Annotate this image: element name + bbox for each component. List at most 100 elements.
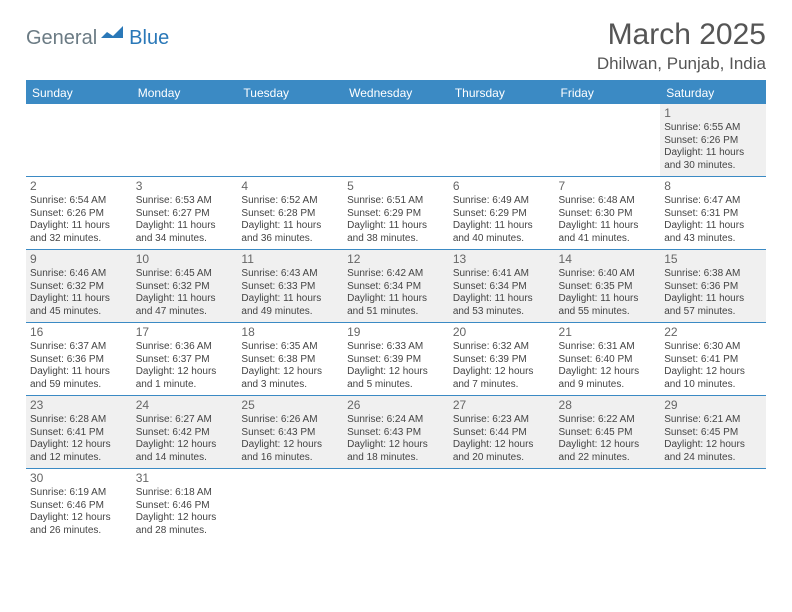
sunset-line: Sunset: 6:45 PM [559,427,657,440]
day-header: Wednesday [343,82,449,104]
calendar-cell: 5Sunrise: 6:51 AMSunset: 6:29 PMDaylight… [343,177,449,250]
sunrise-line: Sunrise: 6:32 AM [453,341,551,354]
sunrise-line: Sunrise: 6:27 AM [136,414,234,427]
calendar-cell: 18Sunrise: 6:35 AMSunset: 6:38 PMDayligh… [237,323,343,396]
day-number: 21 [559,325,657,340]
daylight-line: Daylight: 11 hours and 55 minutes. [559,293,657,318]
sunset-line: Sunset: 6:29 PM [453,208,551,221]
sunset-line: Sunset: 6:36 PM [30,354,128,367]
calendar-cell: 31Sunrise: 6:18 AMSunset: 6:46 PMDayligh… [132,469,238,542]
title-block: March 2025 Dhilwan, Punjab, India [597,18,766,74]
calendar-cell [449,469,555,542]
calendar-cell: 7Sunrise: 6:48 AMSunset: 6:30 PMDaylight… [555,177,661,250]
sunset-line: Sunset: 6:27 PM [136,208,234,221]
calendar-cell: 15Sunrise: 6:38 AMSunset: 6:36 PMDayligh… [660,250,766,323]
day-number: 9 [30,252,128,267]
daylight-line: Daylight: 12 hours and 12 minutes. [30,439,128,464]
calendar-week: 9Sunrise: 6:46 AMSunset: 6:32 PMDaylight… [26,250,766,323]
day-header-row: SundayMondayTuesdayWednesdayThursdayFrid… [26,82,766,104]
day-number: 1 [664,106,762,121]
sunset-line: Sunset: 6:45 PM [664,427,762,440]
calendar-cell: 21Sunrise: 6:31 AMSunset: 6:40 PMDayligh… [555,323,661,396]
daylight-line: Daylight: 11 hours and 57 minutes. [664,293,762,318]
calendar-cell [237,469,343,542]
day-header: Sunday [26,82,132,104]
sunrise-line: Sunrise: 6:23 AM [453,414,551,427]
calendar-week: 30Sunrise: 6:19 AMSunset: 6:46 PMDayligh… [26,469,766,542]
calendar-cell: 16Sunrise: 6:37 AMSunset: 6:36 PMDayligh… [26,323,132,396]
day-header: Friday [555,82,661,104]
sunrise-line: Sunrise: 6:22 AM [559,414,657,427]
calendar-cell [555,469,661,542]
day-number: 26 [347,398,445,413]
day-number: 30 [30,471,128,486]
sunset-line: Sunset: 6:29 PM [347,208,445,221]
calendar-cell: 20Sunrise: 6:32 AMSunset: 6:39 PMDayligh… [449,323,555,396]
daylight-line: Daylight: 11 hours and 51 minutes. [347,293,445,318]
sunrise-line: Sunrise: 6:49 AM [453,195,551,208]
day-number: 22 [664,325,762,340]
day-number: 20 [453,325,551,340]
sunrise-line: Sunrise: 6:26 AM [241,414,339,427]
sunrise-line: Sunrise: 6:51 AM [347,195,445,208]
sunrise-line: Sunrise: 6:37 AM [30,341,128,354]
daylight-line: Daylight: 12 hours and 1 minute. [136,366,234,391]
sunrise-line: Sunrise: 6:24 AM [347,414,445,427]
calendar-cell: 19Sunrise: 6:33 AMSunset: 6:39 PMDayligh… [343,323,449,396]
sunset-line: Sunset: 6:34 PM [453,281,551,294]
day-number: 17 [136,325,234,340]
day-number: 15 [664,252,762,267]
sunset-line: Sunset: 6:41 PM [664,354,762,367]
calendar-cell: 26Sunrise: 6:24 AMSunset: 6:43 PMDayligh… [343,396,449,469]
sunrise-line: Sunrise: 6:31 AM [559,341,657,354]
sunrise-line: Sunrise: 6:18 AM [136,487,234,500]
calendar-cell: 8Sunrise: 6:47 AMSunset: 6:31 PMDaylight… [660,177,766,250]
sunrise-line: Sunrise: 6:30 AM [664,341,762,354]
sunset-line: Sunset: 6:39 PM [347,354,445,367]
calendar-cell: 13Sunrise: 6:41 AMSunset: 6:34 PMDayligh… [449,250,555,323]
daylight-line: Daylight: 12 hours and 26 minutes. [30,512,128,537]
sunset-line: Sunset: 6:46 PM [30,500,128,513]
logo-text-blue: Blue [129,27,169,50]
daylight-line: Daylight: 11 hours and 47 minutes. [136,293,234,318]
sunrise-line: Sunrise: 6:53 AM [136,195,234,208]
calendar-cell: 3Sunrise: 6:53 AMSunset: 6:27 PMDaylight… [132,177,238,250]
header: General Blue March 2025 Dhilwan, Punjab,… [26,18,766,74]
sunrise-line: Sunrise: 6:38 AM [664,268,762,281]
sunset-line: Sunset: 6:32 PM [136,281,234,294]
day-number: 23 [30,398,128,413]
daylight-line: Daylight: 12 hours and 24 minutes. [664,439,762,464]
sunrise-line: Sunrise: 6:33 AM [347,341,445,354]
sunrise-line: Sunrise: 6:54 AM [30,195,128,208]
sunset-line: Sunset: 6:43 PM [347,427,445,440]
day-number: 19 [347,325,445,340]
calendar-cell: 11Sunrise: 6:43 AMSunset: 6:33 PMDayligh… [237,250,343,323]
calendar-cell: 17Sunrise: 6:36 AMSunset: 6:37 PMDayligh… [132,323,238,396]
calendar-cell: 4Sunrise: 6:52 AMSunset: 6:28 PMDaylight… [237,177,343,250]
daylight-line: Daylight: 11 hours and 34 minutes. [136,220,234,245]
calendar-cell: 2Sunrise: 6:54 AMSunset: 6:26 PMDaylight… [26,177,132,250]
sunrise-line: Sunrise: 6:19 AM [30,487,128,500]
day-number: 3 [136,179,234,194]
daylight-line: Daylight: 12 hours and 22 minutes. [559,439,657,464]
calendar-cell [660,469,766,542]
day-header: Thursday [449,82,555,104]
sunset-line: Sunset: 6:36 PM [664,281,762,294]
day-number: 18 [241,325,339,340]
calendar-cell: 10Sunrise: 6:45 AMSunset: 6:32 PMDayligh… [132,250,238,323]
calendar-cell [343,104,449,177]
flag-icon [101,24,127,45]
sunrise-line: Sunrise: 6:42 AM [347,268,445,281]
day-header: Monday [132,82,238,104]
sunset-line: Sunset: 6:30 PM [559,208,657,221]
sunset-line: Sunset: 6:32 PM [30,281,128,294]
sunset-line: Sunset: 6:28 PM [241,208,339,221]
day-number: 29 [664,398,762,413]
calendar-cell [555,104,661,177]
sunset-line: Sunset: 6:41 PM [30,427,128,440]
sunset-line: Sunset: 6:42 PM [136,427,234,440]
sunrise-line: Sunrise: 6:41 AM [453,268,551,281]
sunrise-line: Sunrise: 6:40 AM [559,268,657,281]
sunset-line: Sunset: 6:40 PM [559,354,657,367]
daylight-line: Daylight: 11 hours and 40 minutes. [453,220,551,245]
